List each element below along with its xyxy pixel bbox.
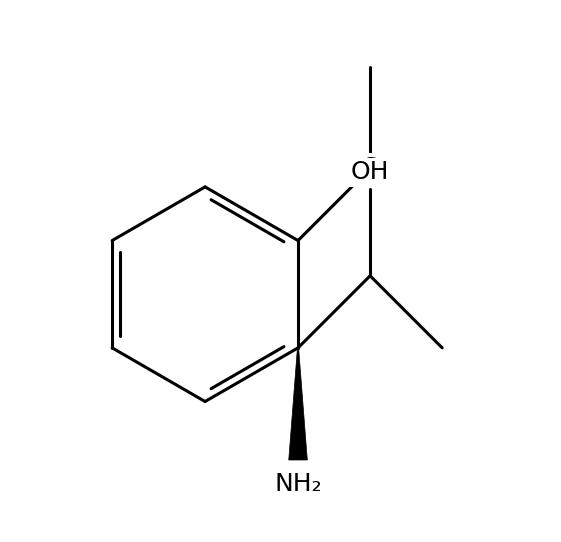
Text: NH₂: NH₂	[274, 472, 322, 495]
Text: OH: OH	[351, 160, 389, 184]
Text: S: S	[362, 157, 378, 180]
Polygon shape	[289, 348, 307, 460]
